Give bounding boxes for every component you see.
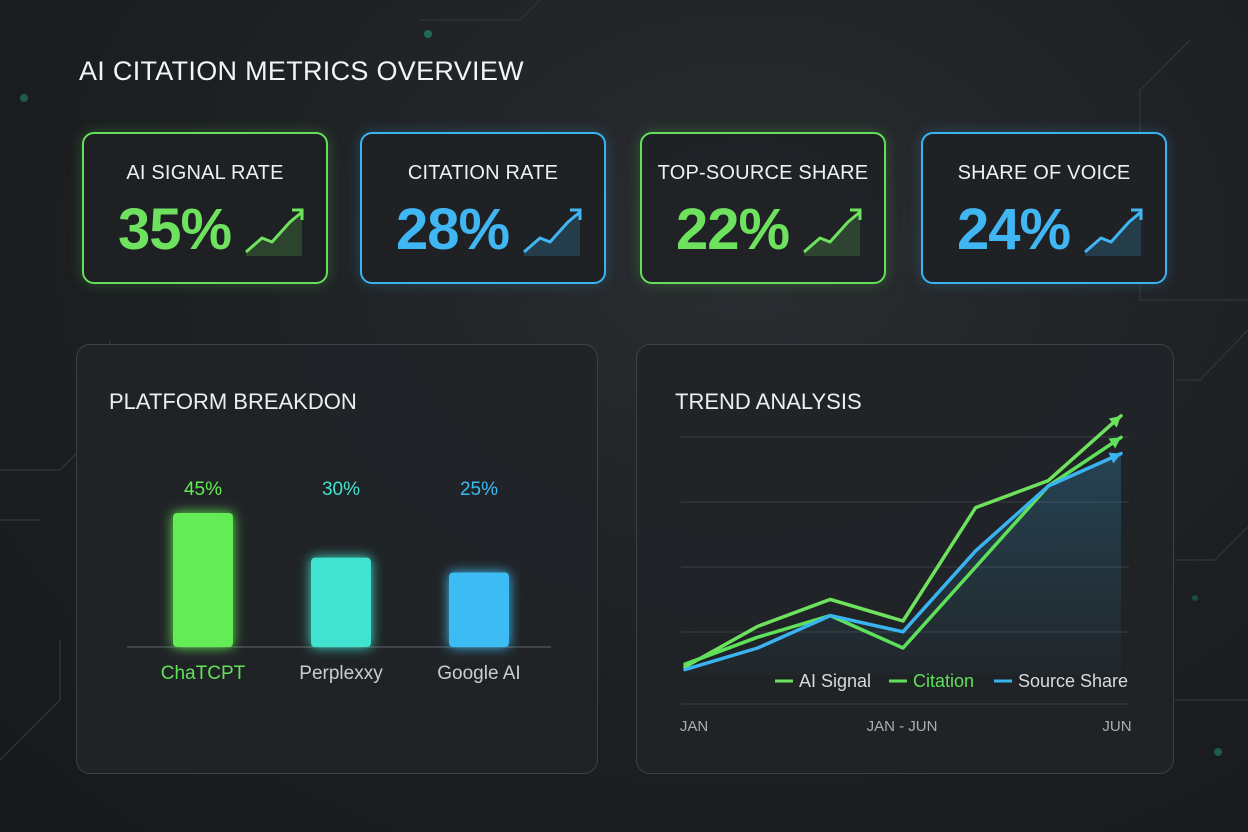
platform-breakdown-panel: PLATFORM BREAKDON 45% ChaTCPT 30% Perplexxy… (76, 344, 598, 774)
panel-title: TREND ANALYSIS (675, 389, 862, 414)
trend-up-arrow-icon (1084, 208, 1143, 256)
legend-label: AI Signal (799, 671, 871, 691)
trend-up-arrow-icon (523, 208, 582, 256)
series-arrowhead (1108, 452, 1121, 464)
x-tick-label: JAN - JUN (867, 718, 938, 735)
series-arrowhead (1108, 415, 1121, 428)
kpi-card-ai-signal-rate[interactable]: AI SIGNAL RATE 35% (82, 132, 328, 284)
kpi-value: 35% (118, 197, 232, 262)
bar-category-label: ChaTCPT (161, 663, 246, 684)
x-tick-label: JUN (1102, 718, 1131, 735)
bar-category-label: Google AI (437, 663, 520, 684)
kpi-value: 28% (396, 197, 510, 262)
bar-value-label: 30% (322, 479, 360, 500)
bar-category-label: Perplexxy (299, 663, 383, 684)
platform-bar-chart: 45% ChaTCPT 30% Perplexxy 25% Google AI (127, 479, 551, 684)
trend-analysis-panel: TREND ANALYSIS AI Signal Citation Source S… (636, 344, 1174, 774)
kpi-card-citation-rate[interactable]: CITATION RATE 28% (360, 132, 606, 284)
bar[interactable] (449, 572, 509, 647)
legend-label: Source Share (1018, 671, 1128, 691)
series-area (685, 453, 1121, 675)
bar[interactable] (173, 513, 233, 647)
trend-up-arrow-icon (803, 208, 862, 256)
kpi-card-top-source-share[interactable]: TOP-SOURCE SHARE 22% (640, 132, 886, 284)
trend-up-arrow-icon (245, 208, 304, 256)
kpi-value: 22% (676, 197, 790, 262)
x-tick-label: JAN (680, 718, 708, 735)
kpi-label: SHARE OF VOICE (957, 162, 1131, 184)
kpi-card-share-of-voice[interactable]: SHARE OF VOICE 24% (921, 132, 1167, 284)
trend-line-chart: AI Signal Citation Source Share JAN JAN - JU… (680, 414, 1132, 735)
series-arrowhead (1108, 437, 1121, 449)
series-line[interactable] (683, 414, 1123, 669)
bar-value-label: 45% (184, 479, 222, 500)
bar[interactable] (311, 557, 371, 647)
kpi-value: 24% (957, 197, 1071, 262)
panel-title: PLATFORM BREAKDON (109, 389, 357, 414)
legend-label: Citation (913, 671, 974, 691)
page-title: AI CITATION METRICS OVERVIEW (79, 56, 524, 86)
bar-value-label: 25% (460, 479, 498, 500)
kpi-label: CITATION RATE (407, 162, 559, 184)
kpi-label: AI SIGNAL RATE (126, 162, 284, 184)
series-line[interactable] (683, 451, 1123, 672)
kpi-label: TOP-SOURCE SHARE (657, 162, 869, 184)
